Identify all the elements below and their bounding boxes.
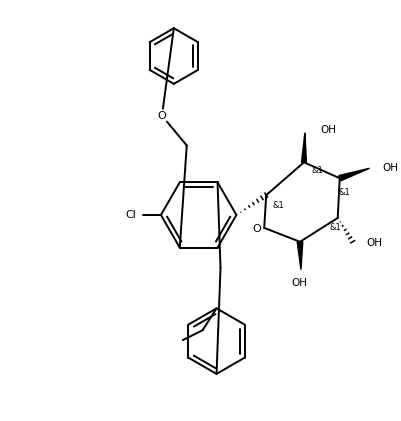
Text: OH: OH (367, 238, 383, 248)
Polygon shape (297, 242, 303, 269)
Text: OH: OH (321, 125, 337, 135)
Polygon shape (339, 168, 369, 181)
Text: OH: OH (383, 163, 399, 173)
Text: OH: OH (291, 277, 307, 288)
Text: &1: &1 (312, 166, 324, 175)
Text: O: O (252, 224, 261, 234)
Text: &1: &1 (339, 188, 350, 197)
Text: &1: &1 (330, 224, 342, 232)
Text: O: O (158, 111, 166, 121)
Text: &1: &1 (272, 200, 284, 210)
Text: Cl: Cl (126, 210, 137, 220)
Polygon shape (302, 133, 306, 163)
